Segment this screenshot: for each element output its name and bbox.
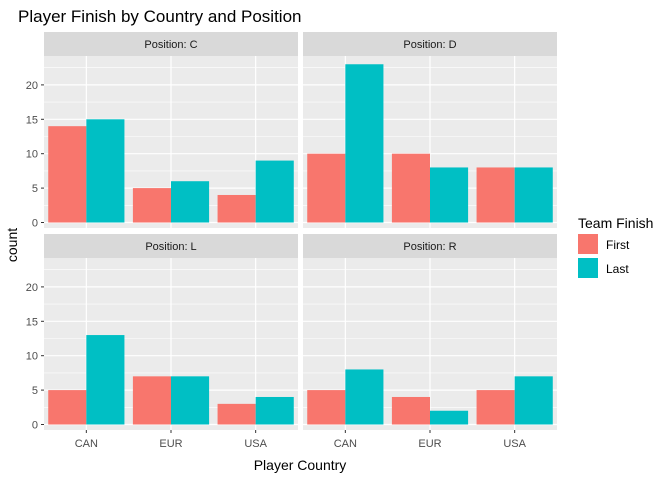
legend: Team Finish First Last xyxy=(578,215,653,278)
x-tick-label: USA xyxy=(503,438,526,450)
x-axis-title: Player Country xyxy=(254,457,347,473)
bar-last-eur xyxy=(171,376,210,425)
x-axis: CAN EUR USA CAN EUR USA xyxy=(75,430,527,450)
y-tick-label: 10 xyxy=(26,149,38,161)
bar-first-usa xyxy=(476,167,515,223)
facet-strip-label: Position: L xyxy=(145,241,196,253)
bar-last-can xyxy=(345,369,384,425)
x-tick-label: EUR xyxy=(418,438,441,450)
bar-first-can xyxy=(307,153,346,223)
facet-panel: Position: C 0 5 10 15 20 xyxy=(26,32,298,229)
facet-strip xyxy=(44,32,298,56)
bar-first-can xyxy=(48,126,87,223)
facet-strip-label: Position: D xyxy=(403,39,456,51)
bar-first-usa xyxy=(217,403,256,425)
y-tick-label: 20 xyxy=(26,80,38,92)
bar-last-can xyxy=(86,335,125,425)
y-axis-title: count xyxy=(4,228,20,262)
bar-last-can xyxy=(86,119,125,223)
chart-title: Player Finish by Country and Position xyxy=(18,7,301,26)
bar-last-usa xyxy=(514,167,553,223)
facet-panel: Position: D xyxy=(303,32,557,228)
bar-first-usa xyxy=(217,194,256,223)
bar-first-eur xyxy=(391,153,430,223)
legend-label-first: First xyxy=(606,238,630,252)
legend-key-last xyxy=(578,258,598,278)
bar-first-eur xyxy=(132,376,171,425)
legend-key-first xyxy=(578,234,598,254)
bar-last-eur xyxy=(430,167,469,223)
facet-panel: Position: R xyxy=(303,234,557,430)
bar-first-usa xyxy=(476,390,515,425)
y-tick-label: 0 xyxy=(32,217,38,229)
facet-strip-label: Position: C xyxy=(144,39,197,51)
bar-last-usa xyxy=(514,376,553,425)
y-tick-label: 20 xyxy=(26,282,38,294)
facet-strip xyxy=(303,234,557,258)
x-tick-label: CAN xyxy=(75,438,98,450)
bar-last-eur xyxy=(171,181,210,223)
y-tick-label: 10 xyxy=(26,351,38,363)
bar-last-can xyxy=(345,64,384,223)
bar-first-eur xyxy=(391,396,430,425)
y-tick-label: 5 xyxy=(32,385,38,397)
bar-first-can xyxy=(307,390,346,425)
legend-title: Team Finish xyxy=(578,215,653,231)
bar-last-eur xyxy=(430,410,469,425)
bar-last-usa xyxy=(255,160,294,223)
bar-first-can xyxy=(48,390,87,425)
facet-strip-label: Position: R xyxy=(403,241,456,253)
facet-panel: Position: L 0 5 10 15 20 xyxy=(26,234,298,431)
x-tick-label: EUR xyxy=(159,438,182,450)
y-tick-label: 15 xyxy=(26,316,38,328)
facet-panels: Position: C 0 5 10 15 20 Position: D Position: … xyxy=(26,32,557,431)
bar-last-usa xyxy=(255,396,294,425)
bar-first-eur xyxy=(132,188,171,223)
facet-strip xyxy=(303,32,557,56)
x-tick-label: USA xyxy=(244,438,267,450)
legend-label-last: Last xyxy=(606,262,629,276)
y-tick-label: 15 xyxy=(26,114,38,126)
facet-strip xyxy=(44,234,298,258)
x-tick-label: CAN xyxy=(334,438,357,450)
y-tick-label: 5 xyxy=(32,183,38,195)
y-tick-label: 0 xyxy=(32,419,38,431)
